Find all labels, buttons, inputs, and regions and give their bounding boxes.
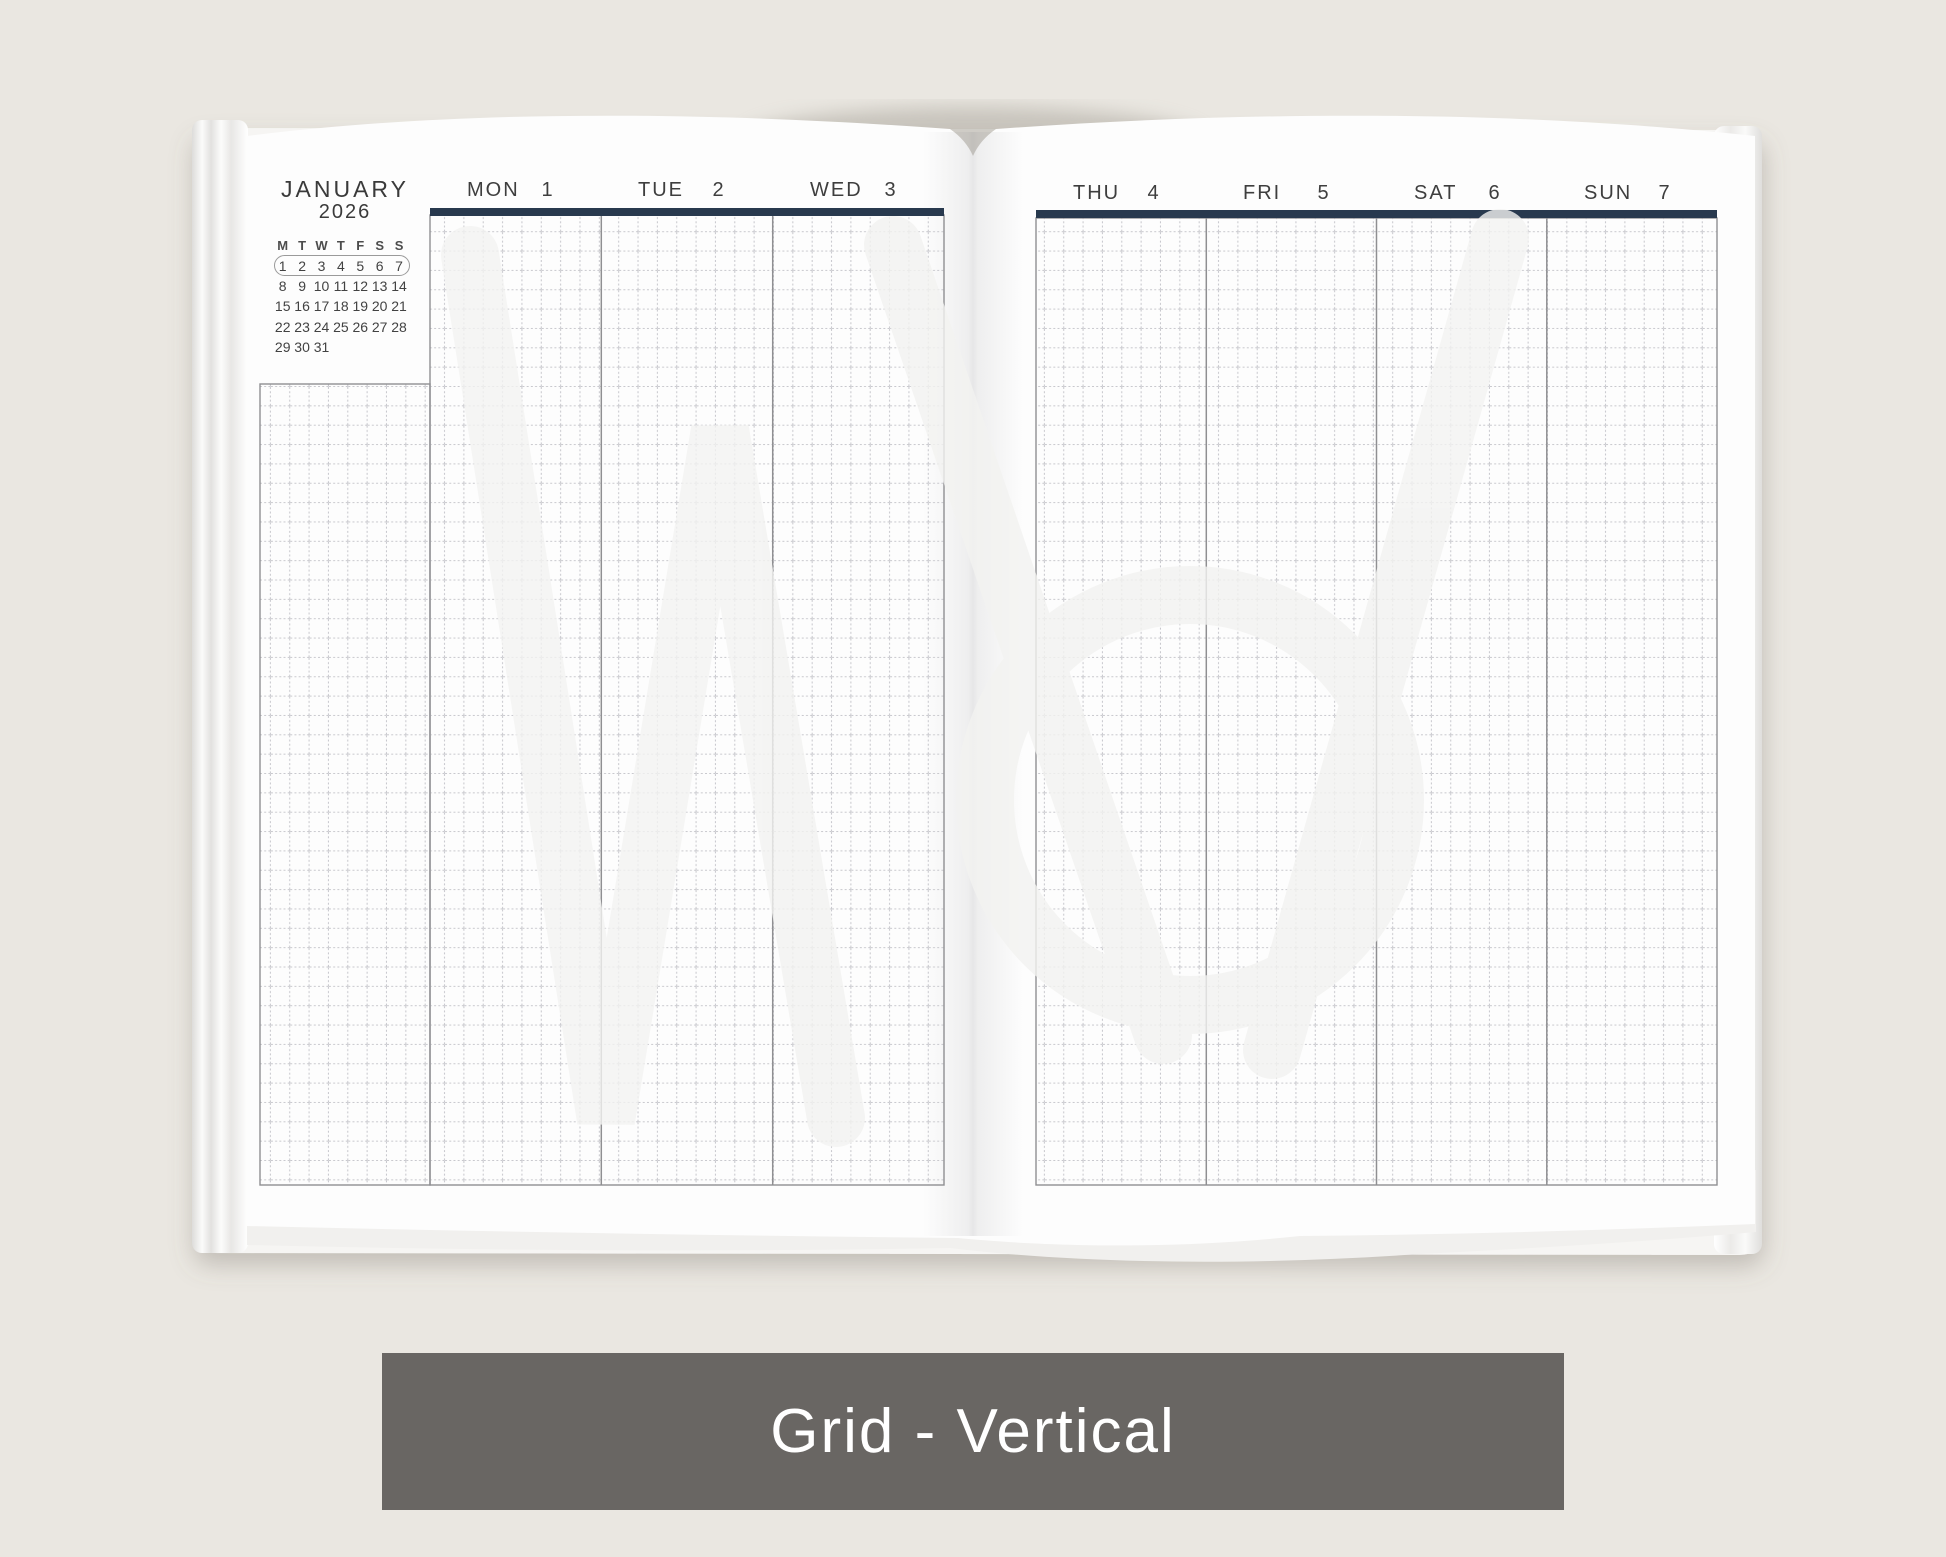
day-name: SAT bbox=[1414, 182, 1458, 204]
mini-calendar-month: JANUARY bbox=[281, 176, 409, 202]
day-number: 7 bbox=[1658, 182, 1670, 204]
day-number: 2 bbox=[712, 179, 724, 201]
day-header-sat: SAT 6 bbox=[1377, 182, 1547, 208]
day-header-mon: MON 1 bbox=[430, 179, 601, 205]
date-cell: 4 bbox=[336, 257, 345, 274]
date-cell: 28 bbox=[391, 318, 407, 335]
date-cell: 12 bbox=[352, 277, 369, 294]
day-name: SUN bbox=[1584, 182, 1633, 204]
day-header-wed: WED 3 bbox=[773, 179, 944, 205]
date-cell: 7 bbox=[395, 257, 403, 274]
day-name: FRI bbox=[1243, 182, 1282, 204]
date-cell bbox=[370, 337, 389, 357]
date-cell: 15 bbox=[274, 298, 291, 315]
date-cell: 14 bbox=[391, 277, 407, 294]
date-cell: 11 bbox=[333, 277, 349, 294]
day-header-sun: SUN 7 bbox=[1547, 182, 1717, 208]
weekday-letter: S bbox=[375, 237, 384, 253]
date-cell: 18 bbox=[333, 298, 349, 315]
date-cell: 24 bbox=[313, 318, 330, 335]
day-number: 3 bbox=[884, 179, 896, 201]
weekday-letter: F bbox=[356, 237, 365, 253]
date-cell: 23 bbox=[294, 318, 310, 335]
date-cell: 22 bbox=[274, 318, 291, 335]
day-number: 4 bbox=[1147, 182, 1159, 204]
day-header-tue: TUE 2 bbox=[601, 179, 772, 205]
day-name: THU bbox=[1073, 182, 1121, 204]
left-page-stack-edge bbox=[192, 120, 248, 1253]
date-cell: 5 bbox=[356, 257, 365, 274]
notes-grid bbox=[259, 383, 431, 1186]
date-cell: 27 bbox=[371, 318, 388, 335]
day-name: TUE bbox=[638, 179, 684, 201]
date-cell: 8 bbox=[278, 277, 287, 294]
left-navy-header-bar bbox=[430, 208, 944, 216]
date-cell bbox=[351, 337, 370, 357]
day-header-fri: FRI 5 bbox=[1206, 182, 1376, 208]
caption-banner: Grid - Vertical bbox=[382, 1353, 1564, 1510]
day-name: WED bbox=[810, 179, 863, 201]
day-header-thu: THU 4 bbox=[1036, 182, 1206, 208]
date-cell: 19 bbox=[352, 298, 369, 315]
current-week-highlight bbox=[274, 255, 410, 276]
date-cell: 16 bbox=[294, 298, 310, 315]
date-cell: 21 bbox=[391, 298, 407, 315]
mini-calendar-year: 2026 bbox=[318, 201, 372, 223]
date-cell: 17 bbox=[313, 298, 330, 315]
date-cell: 30 bbox=[294, 339, 310, 356]
date-cell: 25 bbox=[333, 318, 349, 335]
watermark bbox=[441, 209, 1529, 1147]
date-cell: 2 bbox=[298, 257, 306, 274]
date-cell: 26 bbox=[352, 318, 369, 335]
day-number: 5 bbox=[1317, 182, 1329, 204]
date-cell: 20 bbox=[371, 298, 388, 315]
date-cell: 13 bbox=[371, 277, 388, 294]
day-number: 1 bbox=[541, 179, 553, 201]
weekday-letter: S bbox=[394, 237, 404, 253]
date-cell: 3 bbox=[317, 257, 326, 274]
date-cell: 29 bbox=[274, 339, 291, 356]
date-cell: 10 bbox=[313, 277, 330, 294]
weekday-letter: W bbox=[315, 237, 328, 253]
date-cell bbox=[331, 337, 350, 357]
mini-calendar-grid: M T W T F S S 1 2 3 4 5 6 7 8 9 10 11 12… bbox=[273, 235, 409, 357]
date-cell: 1 bbox=[278, 257, 287, 274]
date-cell: 9 bbox=[298, 277, 306, 294]
day-number: 6 bbox=[1488, 182, 1500, 204]
caption-banner-label: Grid - Vertical bbox=[770, 1397, 1176, 1466]
right-navy-header-bar bbox=[1036, 210, 1717, 218]
weekday-letter: T bbox=[336, 237, 345, 253]
weekday-letter: T bbox=[298, 237, 307, 253]
date-cell: 6 bbox=[375, 257, 384, 274]
weekday-letter: M bbox=[277, 237, 289, 253]
day-name: MON bbox=[467, 179, 520, 201]
date-cell bbox=[389, 337, 408, 357]
date-cell: 31 bbox=[313, 339, 330, 356]
